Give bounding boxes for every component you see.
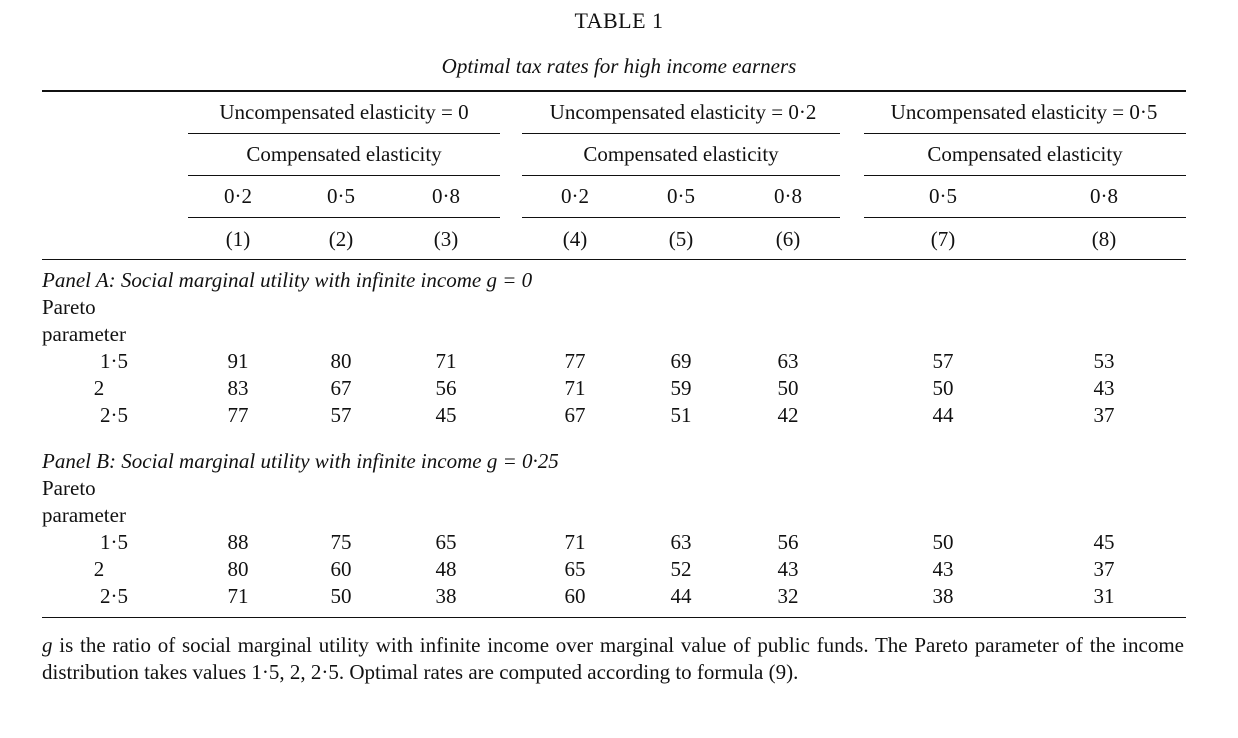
- cell-col-6: 32: [777, 584, 799, 608]
- cell-col-1: 77: [227, 403, 249, 427]
- column-number-4: (4): [562, 227, 588, 251]
- elasticity-col-1: 0·2: [224, 184, 252, 208]
- cell-col-8: 37: [1093, 403, 1115, 427]
- group-rule-3: [864, 133, 1186, 134]
- cell-col-6: 42: [777, 403, 799, 427]
- cell-col-8: 43: [1093, 376, 1115, 400]
- cell-col-4: 71: [564, 530, 586, 554]
- cell-col-4: 71: [564, 376, 586, 400]
- cell-col-1: 91: [227, 349, 249, 373]
- cell-col-3: 48: [435, 557, 457, 581]
- group-subheader-1: Compensated elasticity: [246, 142, 442, 166]
- cell-col-8: 53: [1093, 349, 1115, 373]
- cell-col-7: 50: [932, 376, 954, 400]
- pareto-param: 1·5: [100, 530, 128, 554]
- subgroup-rule-2: [522, 175, 840, 176]
- cell-col-7: 57: [932, 349, 954, 373]
- cell-col-5: 69: [670, 349, 692, 373]
- column-number-2: (2): [328, 227, 354, 251]
- bottom-rule: [42, 617, 1186, 618]
- cell-col-5: 51: [670, 403, 692, 427]
- cell-col-5: 44: [670, 584, 692, 608]
- column-number-7: (7): [930, 227, 956, 251]
- elasticity-col-7: 0·5: [929, 184, 957, 208]
- cell-col-8: 37: [1093, 557, 1115, 581]
- note-text: is the ratio of social marginal utility …: [42, 633, 1184, 684]
- elasticity-col-3: 0·8: [432, 184, 460, 208]
- group-subheader-2: Compensated elasticity: [583, 142, 779, 166]
- elasticity-rule-3: [864, 217, 1186, 218]
- group-header-2: Uncompensated elasticity = 0·2: [549, 100, 817, 124]
- column-number-3: (3): [433, 227, 459, 251]
- table-note: g is the ratio of social marginal utilit…: [42, 632, 1184, 686]
- cell-col-4: 77: [564, 349, 586, 373]
- cell-col-6: 43: [777, 557, 799, 581]
- column-number-6: (6): [775, 227, 801, 251]
- note-g-symbol: g: [42, 633, 53, 657]
- pareto-param: 2·5: [100, 584, 128, 608]
- cell-col-1: 83: [227, 376, 249, 400]
- cell-col-8: 31: [1093, 584, 1115, 608]
- table-subtitle: Optimal tax rates for high income earner…: [441, 54, 797, 78]
- group-rule-1: [188, 133, 500, 134]
- cell-col-8: 45: [1093, 530, 1115, 554]
- pareto-param: 2·5: [100, 403, 128, 427]
- pareto-param: 2: [93, 376, 105, 400]
- cell-col-3: 45: [435, 403, 457, 427]
- table-title: TABLE 1: [574, 8, 664, 33]
- cell-col-3: 71: [435, 349, 457, 373]
- panel-b-row-label-line1: Pareto: [42, 476, 96, 500]
- cell-col-1: 80: [227, 557, 249, 581]
- panel-a-row-label-line2: parameter: [42, 322, 126, 346]
- cell-col-7: 50: [932, 530, 954, 554]
- column-number-1: (1): [225, 227, 251, 251]
- cell-col-6: 56: [777, 530, 799, 554]
- cell-col-7: 44: [932, 403, 954, 427]
- cell-col-5: 59: [670, 376, 692, 400]
- cell-col-1: 88: [227, 530, 249, 554]
- elasticity-rule-2: [522, 217, 840, 218]
- cell-col-1: 71: [227, 584, 249, 608]
- cell-col-7: 38: [932, 584, 954, 608]
- header-bottom-rule: [42, 259, 1186, 260]
- group-subheader-3: Compensated elasticity: [927, 142, 1123, 166]
- panel-b-row-label-line2: parameter: [42, 503, 126, 527]
- subgroup-rule-3: [864, 175, 1186, 176]
- cell-col-6: 50: [777, 376, 799, 400]
- elasticity-col-8: 0·8: [1090, 184, 1118, 208]
- cell-col-3: 56: [435, 376, 457, 400]
- cell-col-5: 63: [670, 530, 692, 554]
- cell-col-2: 50: [330, 584, 352, 608]
- top-rule: [42, 90, 1186, 92]
- cell-col-2: 80: [330, 349, 352, 373]
- column-number-5: (5): [668, 227, 694, 251]
- cell-col-3: 38: [435, 584, 457, 608]
- panel-a-row-label-line1: Pareto: [42, 295, 96, 319]
- group-header-1: Uncompensated elasticity = 0: [219, 100, 469, 124]
- cell-col-3: 65: [435, 530, 457, 554]
- cell-col-5: 52: [670, 557, 692, 581]
- elasticity-col-4: 0·2: [561, 184, 589, 208]
- elasticity-col-2: 0·5: [327, 184, 355, 208]
- column-number-8: (8): [1091, 227, 1117, 251]
- cell-col-2: 67: [330, 376, 352, 400]
- group-header-3: Uncompensated elasticity = 0·5: [890, 100, 1158, 124]
- cell-col-6: 63: [777, 349, 799, 373]
- elasticity-col-6: 0·8: [774, 184, 802, 208]
- pareto-param: 2: [93, 557, 105, 581]
- cell-col-7: 43: [932, 557, 954, 581]
- cell-col-4: 65: [564, 557, 586, 581]
- subgroup-rule-1: [188, 175, 500, 176]
- cell-col-2: 75: [330, 530, 352, 554]
- cell-col-2: 57: [330, 403, 352, 427]
- panel-a-title: Panel A: Social marginal utility with in…: [42, 268, 533, 292]
- cell-col-4: 67: [564, 403, 586, 427]
- cell-col-2: 60: [330, 557, 352, 581]
- elasticity-col-5: 0·5: [667, 184, 695, 208]
- cell-col-4: 60: [564, 584, 586, 608]
- elasticity-rule-1: [188, 217, 500, 218]
- group-rule-2: [522, 133, 840, 134]
- panel-b-title: Panel B: Social marginal utility with in…: [42, 449, 559, 473]
- pareto-param: 1·5: [100, 349, 128, 373]
